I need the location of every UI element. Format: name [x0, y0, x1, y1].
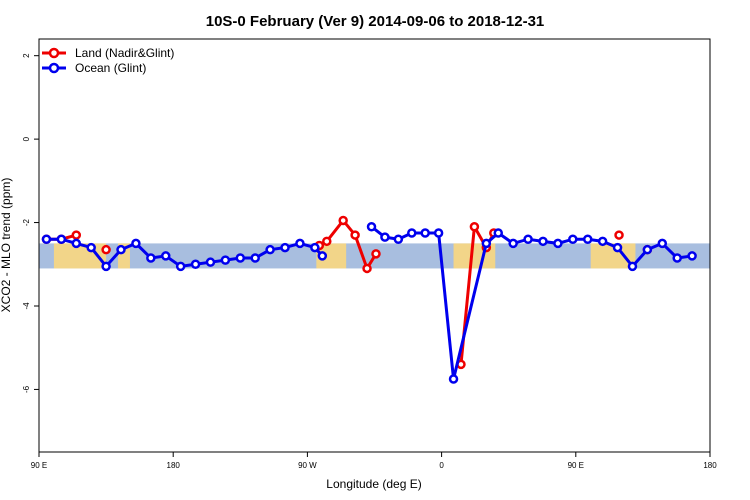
ocean-series-seg-1-point-8: [493, 228, 504, 238]
ocean-series-seg-0-point-12: [220, 255, 231, 265]
ocean-series-seg-0-point-16: [280, 242, 290, 253]
ocean-series-seg-0-point-6: [131, 238, 141, 249]
chart-title: 10S-0 February (Ver 9) 2014-09-06 to 201…: [206, 13, 545, 30]
ocean-series-seg-1-point-17: [627, 261, 638, 272]
y-axis-label: XCO2 - MLO trend (ppm): [0, 178, 13, 313]
x-tick-label-2: 90 W: [298, 461, 317, 470]
y-tick-label-4: -6: [22, 385, 31, 393]
ocean-series-seg-1-point-3: [407, 228, 417, 238]
ocean-series-seg-0-point-17: [295, 238, 305, 249]
x-tick-label-3: 0: [439, 461, 444, 470]
land-series-seg-0-point-2: [71, 230, 82, 240]
land-series-seg-2-point-2: [338, 215, 348, 226]
ocean-series-seg-0-point-5: [116, 244, 126, 255]
y-tick-label-2: -2: [22, 218, 31, 226]
ocean-series-seg-1-point-12: [553, 238, 563, 249]
legend-label-1: Ocean (Glint): [75, 61, 146, 75]
land-series-seg-4-point-0: [614, 230, 624, 240]
ocean-series-seg-1-point-14: [582, 234, 593, 244]
land-series-seg-2-point-4: [362, 263, 372, 274]
x-axis-label: Longitude (deg E): [326, 477, 421, 491]
ocean-series-seg-1-point-21: [687, 251, 697, 261]
ocean-series-seg-0-point-2: [71, 238, 82, 249]
plot-frame: [38, 38, 711, 453]
legend-label-0: Land (Nadir&Glint): [75, 46, 174, 60]
y-tick-label-1: 0: [22, 136, 31, 141]
land-series-seg-1-point-0: [101, 244, 111, 255]
land-series-seg-2-point-5: [371, 249, 381, 259]
ocean-series-seg-1-point-9: [508, 238, 518, 249]
legend-marker-1: [48, 62, 60, 74]
ocean-series-seg-1-point-5: [433, 228, 444, 238]
x-tick-label-0: 90 E: [31, 461, 47, 470]
ocean-series-seg-1-line: [370, 225, 693, 380]
ocean-series-seg-0-point-19: [317, 251, 328, 261]
ocean-series-seg-0-point-15: [265, 244, 275, 255]
ocean-series-seg-1-point-7: [481, 238, 492, 249]
legend: Land (Nadir&Glint)Ocean (Glint): [42, 46, 174, 75]
ocean-series-seg-0-point-1: [56, 234, 67, 244]
land-series-seg-2-point-1: [322, 236, 332, 247]
ocean-series-seg-0-point-10: [190, 259, 201, 270]
x-tick-label-4: 90 E: [568, 461, 584, 470]
ocean-series-seg-0-point-8: [160, 251, 171, 261]
land-series-seg-3-point-1: [469, 221, 480, 232]
ocean-series-seg-1-point-11: [538, 236, 548, 247]
x-tick-label-5: 180: [703, 461, 717, 470]
ocean-series-seg-0-point-0: [41, 234, 52, 244]
y-tick-label-0: 2: [22, 53, 31, 58]
ocean-series-seg-0-point-9: [175, 261, 186, 272]
ocean-series-seg-0-point-4: [101, 261, 111, 272]
legend-marker-0: [48, 47, 60, 59]
ocean-series-seg-1-point-6: [448, 374, 459, 384]
ocean-series-seg-1-point-10: [523, 234, 533, 244]
ocean-series-seg-1-point-2: [393, 234, 404, 244]
ocean-series-seg-1-point-16: [612, 242, 623, 253]
ocean-series-seg-1-point-18: [642, 244, 653, 255]
ocean-series-seg-0-point-3: [86, 242, 96, 253]
ocean-series-seg-1-point-13: [568, 234, 578, 244]
ocean-series-seg-1-point-15: [597, 236, 608, 247]
ocean-series-seg-0-point-13: [235, 253, 246, 263]
ocean-series-seg-0-point-7: [146, 253, 156, 263]
ocean-series-seg-1-point-1: [380, 232, 390, 242]
ocean-series-seg-0-point-11: [205, 257, 216, 267]
x-tick-label-1: 180: [167, 461, 181, 470]
ocean-series-seg-1-point-4: [420, 228, 430, 238]
ocean-series-seg-1-point-20: [672, 253, 682, 263]
land-series-seg-2-point-3: [350, 230, 360, 240]
ocean-series-seg-0-point-18: [310, 242, 320, 253]
ocean-series-seg-1-point-19: [657, 238, 668, 249]
ocean-series-seg-0-point-14: [250, 253, 260, 263]
land-band-1: [118, 243, 130, 269]
ocean-series-seg-1-point-0: [366, 221, 377, 232]
y-tick-label-3: -4: [22, 302, 31, 310]
plot-area: 90 E 180 90 W 0 90 E 180 2 0 -2 -4 -6: [22, 38, 717, 470]
